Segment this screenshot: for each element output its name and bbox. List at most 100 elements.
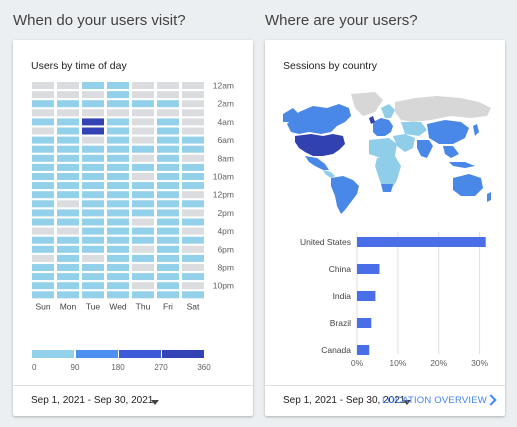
heatmap-cell: [157, 154, 179, 162]
heatmap-cell: [132, 145, 154, 153]
country-bar: [357, 237, 486, 247]
country-bar-chart: 0% 10% 20% 30% United States China India Brazil…: [300, 232, 489, 368]
heatmap-cell: [82, 136, 104, 144]
heatmap-cell: [82, 264, 104, 271]
heatmap-cell: [157, 209, 179, 217]
map-region-middle-east: [393, 134, 415, 152]
heatmap-cell: [157, 254, 179, 262]
heatmap-cell: [82, 273, 104, 281]
heatmap-cell: [107, 182, 129, 190]
date-range-selector[interactable]: Sep 1, 2021 - Sep 30, 2021: [31, 395, 154, 406]
map-region-usa: [295, 134, 345, 156]
heatmap-cell: [57, 200, 79, 208]
heatmap-cell: [82, 127, 104, 135]
heatmap-cell: [107, 273, 129, 281]
heatmap-cell: [132, 282, 154, 290]
users-by-time-card: Users by time of day 12am 2am 4am 6am 8am 10a…: [13, 40, 253, 416]
heatmap-cell: [132, 163, 154, 171]
heatmap-cell: [182, 218, 204, 226]
date-range-selector-country[interactable]: Sep 1, 2021 - Sep 30, 2021: [283, 395, 406, 406]
day-label: Wed: [109, 301, 127, 311]
map-region-brazil: [339, 182, 357, 198]
legend-swatch: [119, 350, 161, 358]
heatmap-cell: [32, 264, 54, 271]
heatmap-cell: [107, 91, 129, 99]
heatmap-cell: [32, 91, 54, 99]
heatmap-cell: [32, 200, 54, 208]
hour-label: 12am: [213, 81, 234, 91]
hour-label: 8pm: [217, 263, 234, 273]
heatmap-cell: [82, 82, 104, 89]
heatmap-cell: [32, 100, 54, 108]
map-region-india: [417, 140, 433, 158]
heatmap-cell: [57, 163, 79, 171]
card-title-time: Users by time of day: [31, 60, 127, 72]
heatmap-cell: [107, 236, 129, 244]
heatmap-cell: [32, 209, 54, 217]
heatmap-cell: [107, 163, 129, 171]
heatmap-cell: [182, 118, 204, 126]
heatmap-cell: [32, 118, 54, 126]
heatmap-cell: [82, 118, 104, 126]
heatmap-cell: [132, 191, 154, 199]
heatmap-cell: [182, 200, 204, 208]
world-map: [283, 92, 491, 214]
heatmap-cell: [157, 218, 179, 226]
heatmap-cell: [182, 154, 204, 162]
country-bar: [357, 291, 376, 301]
hour-label: 6pm: [217, 244, 234, 254]
map-region-greenland: [351, 92, 383, 116]
chevron-down-icon-country[interactable]: [403, 400, 411, 405]
heatmap-cell: [157, 282, 179, 290]
chevron-down-icon[interactable]: [151, 400, 159, 405]
legend-swatch: [32, 350, 74, 358]
heatmap-cell: [157, 118, 179, 126]
legend-tick: 360: [197, 363, 211, 372]
heatmap-cell: [132, 227, 154, 235]
heatmap-cell: [82, 91, 104, 99]
day-label: Sat: [187, 301, 200, 311]
map-region-central-asia: [401, 122, 427, 136]
heatmap-cell: [182, 145, 204, 153]
map-region-australia: [453, 174, 483, 196]
heatmap-cell: [32, 245, 54, 253]
heatmap-cell: [157, 173, 179, 180]
heatmap-cell: [182, 173, 204, 180]
heatmap-cell: [32, 127, 54, 135]
heatmap-cell: [57, 154, 79, 162]
heatmap-cell: [32, 236, 54, 244]
x-tick-label: 20%: [430, 358, 447, 368]
heatmap-cell: [32, 282, 54, 290]
heatmap-cell: [182, 82, 204, 89]
location-overview-link[interactable]: LOCATION OVERVIEW: [382, 395, 487, 406]
heatmap-cell: [132, 173, 154, 180]
heatmap-cell: [82, 200, 104, 208]
heatmap-cell: [157, 91, 179, 99]
heatmap-cell: [182, 91, 204, 99]
heatmap-cell: [132, 109, 154, 117]
heatmap-cell: [57, 264, 79, 271]
heatmap-cell: [132, 245, 154, 253]
heatmap-cell: [82, 173, 104, 180]
heatmap-cell: [157, 145, 179, 153]
heatmap-cell: [57, 282, 79, 290]
heatmap-cell: [82, 100, 104, 108]
country-bar: [357, 345, 370, 355]
hour-label: 4am: [217, 117, 234, 127]
heatmap-cell: [32, 182, 54, 190]
map-region-japan: [473, 124, 479, 136]
heatmap-cell: [182, 227, 204, 235]
chevron-right-icon[interactable]: [485, 394, 497, 406]
heatmap-cell: [182, 282, 204, 290]
map-region-mexico: [305, 156, 329, 170]
heatmap-cell: [32, 191, 54, 199]
country-bar: [357, 264, 380, 274]
country-label: Brazil: [330, 318, 351, 328]
heatmap-cell: [82, 282, 104, 290]
heatmap-cell: [132, 82, 154, 89]
heatmap-cell: [182, 100, 204, 108]
heatmap-cell: [107, 109, 129, 117]
heatmap-cell: [182, 264, 204, 271]
map-region-scandinavia: [381, 104, 395, 118]
heatmap-cell: [132, 291, 154, 299]
